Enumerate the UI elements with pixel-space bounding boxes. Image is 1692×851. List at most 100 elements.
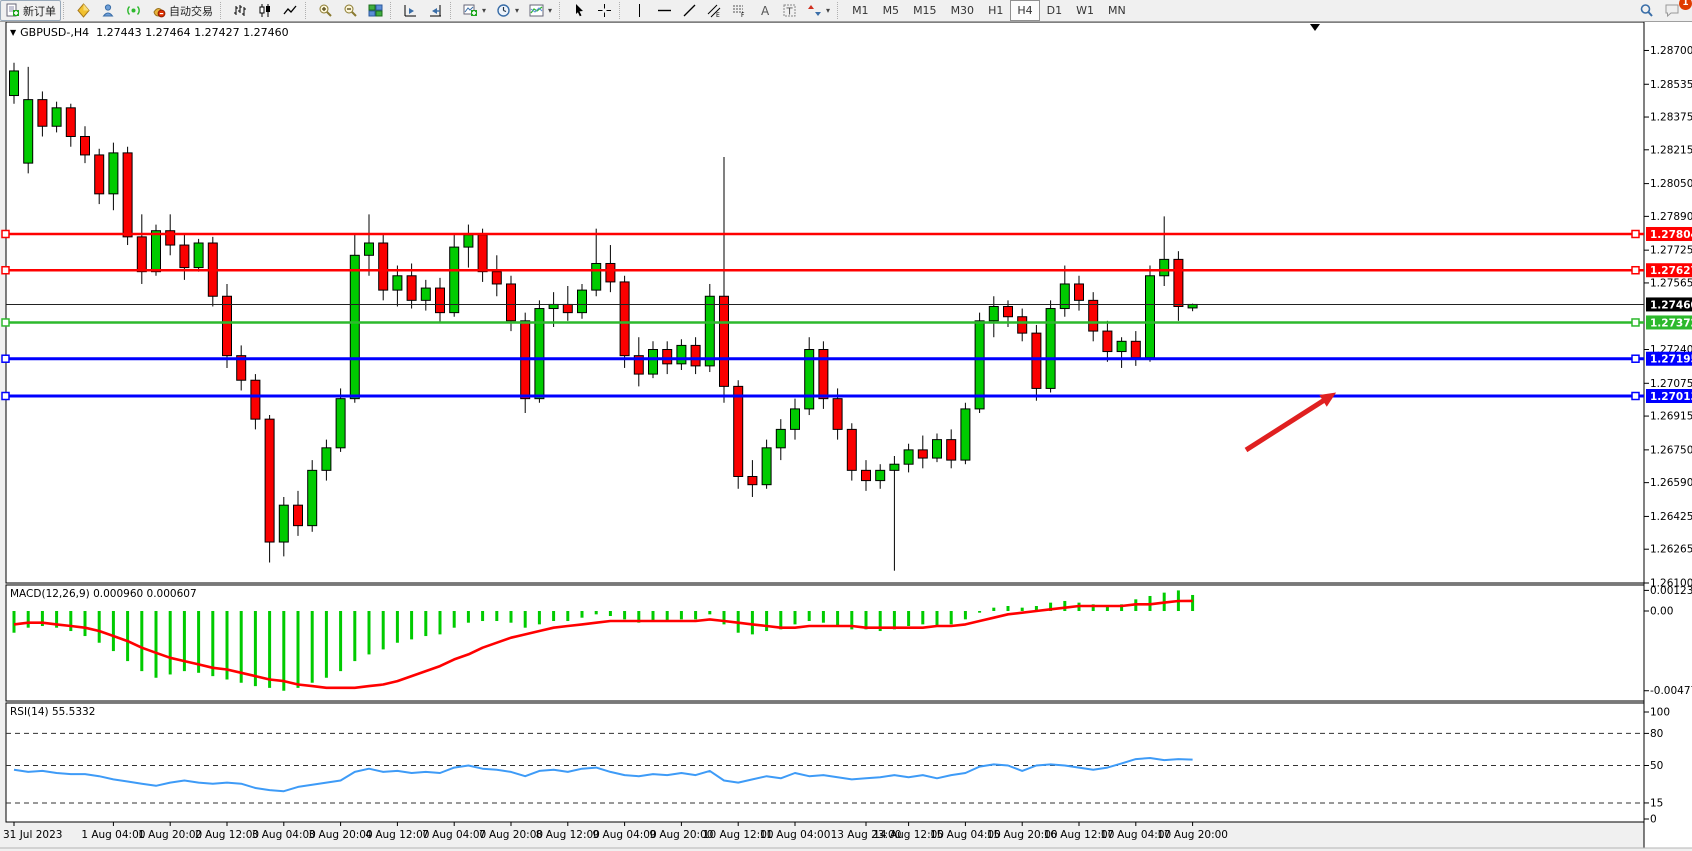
- timeframe-h4-button[interactable]: H4: [1010, 0, 1040, 21]
- bar-chart-button[interactable]: [228, 0, 253, 21]
- toolbar-separator: [619, 2, 625, 19]
- line-anchor[interactable]: [1631, 265, 1640, 275]
- price-tick-label: 1.26100: [1650, 578, 1692, 590]
- line-anchor[interactable]: [1631, 318, 1640, 327]
- timeframe-m30-button[interactable]: M30: [950, 4, 975, 17]
- line-anchor[interactable]: [1, 229, 10, 239]
- profile-button[interactable]: [96, 0, 121, 21]
- time-axis-label: 13 Aug 23:00: [831, 829, 902, 841]
- time-axis-label: 11 Aug 04:00: [760, 829, 831, 841]
- candle-body: [378, 242, 389, 291]
- timeframe-d1-button[interactable]: D1: [1046, 4, 1063, 17]
- bars-icon: [233, 3, 248, 18]
- toolbar-separator: [305, 2, 311, 19]
- rsi-tick-label: 80: [1650, 728, 1663, 740]
- trendline-button[interactable]: [677, 0, 702, 21]
- timeframe-m15-button[interactable]: M15: [913, 4, 937, 17]
- objects-button[interactable]: ▾: [802, 0, 835, 21]
- period-button[interactable]: ▾: [491, 0, 524, 21]
- candle-body: [1059, 283, 1070, 310]
- time-axis-label: 3 Aug 04:00: [252, 829, 316, 841]
- search-button[interactable]: [1634, 0, 1659, 21]
- line-anchor[interactable]: [1, 265, 10, 275]
- svg-text:F: F: [741, 12, 745, 18]
- rsi-tick-label: 15: [1650, 797, 1663, 809]
- time-marker-icon[interactable]: [1310, 24, 1320, 31]
- price-tick-label: 1.28215: [1650, 144, 1692, 156]
- tile-windows-button[interactable]: [363, 0, 388, 21]
- candle-body: [420, 287, 431, 301]
- candle-body: [676, 344, 687, 365]
- signals-button[interactable]: [121, 0, 146, 21]
- timeframe-w1-button[interactable]: W1: [1076, 4, 1094, 17]
- line-anchor[interactable]: [1, 354, 10, 363]
- template-button[interactable]: ▾: [524, 0, 557, 21]
- candle-body: [790, 408, 800, 430]
- line-anchor[interactable]: [1, 391, 10, 401]
- trend-arrow-object[interactable]: [1244, 396, 1328, 453]
- candlestick-button[interactable]: [253, 0, 278, 21]
- cursor-button[interactable]: [567, 0, 592, 21]
- line-icon: [283, 3, 298, 18]
- chart-shift-button[interactable]: [423, 0, 448, 21]
- vertical-line-button[interactable]: [627, 0, 652, 21]
- timeframe-m1-button[interactable]: M1: [852, 4, 869, 17]
- chevron-down-icon[interactable]: ▾: [826, 6, 831, 15]
- metaeditor-button[interactable]: [71, 0, 96, 21]
- candle-body: [733, 385, 744, 477]
- time-axis-label: 17 Aug 04:00: [1100, 829, 1171, 841]
- vline-icon: [632, 3, 647, 18]
- toolbar-separator: [450, 2, 456, 19]
- chevron-down-icon[interactable]: ▾: [548, 6, 553, 15]
- channel-icon: E: [707, 3, 722, 18]
- time-axis-label: 17 Aug 20:00: [1157, 829, 1228, 841]
- line-anchor[interactable]: [1631, 229, 1640, 239]
- line-anchor[interactable]: [1631, 354, 1640, 363]
- trend-arrow-head[interactable]: [1319, 392, 1337, 407]
- candle-body: [477, 234, 488, 273]
- line-anchor[interactable]: [1631, 391, 1640, 401]
- chevron-down-icon[interactable]: ▾: [482, 6, 487, 15]
- ohlc-low: 1.27427: [194, 26, 240, 39]
- autotrading-button[interactable]: 自动交易: [146, 0, 218, 21]
- ohlc-open: 1.27443: [96, 26, 142, 39]
- text-button[interactable]: A: [752, 0, 777, 21]
- candle-body: [648, 349, 658, 375]
- zoom-out-button[interactable]: [338, 0, 363, 21]
- timeframe-mn-button[interactable]: MN: [1107, 4, 1126, 17]
- fibonacci-button[interactable]: F: [727, 0, 752, 21]
- label-button[interactable]: T: [777, 0, 802, 21]
- crosshair-button[interactable]: [592, 0, 617, 21]
- candle-body: [605, 262, 616, 283]
- price-line-badge-label: 1.27804: [1650, 229, 1692, 241]
- axis-background: [1644, 22, 1692, 848]
- new-order-button[interactable]: 新订单: [0, 0, 61, 21]
- zoom-in-button[interactable]: [313, 0, 338, 21]
- horizontal-line-button[interactable]: [652, 0, 677, 21]
- chevron-down-icon[interactable]: ▾: [515, 6, 520, 15]
- autotrading-icon: [151, 3, 166, 18]
- candle-body: [264, 418, 275, 543]
- candle-body: [463, 234, 474, 248]
- timeframe-m5-button[interactable]: M5: [882, 4, 900, 17]
- line-anchor[interactable]: [1, 318, 10, 327]
- candle-body: [619, 281, 630, 357]
- diamond-yellow-icon: [76, 3, 91, 18]
- candle-body: [946, 439, 957, 461]
- new-chart-button[interactable]: ▾: [458, 0, 491, 21]
- price-tick-label: 1.27890: [1650, 211, 1692, 223]
- candle-body: [932, 439, 942, 459]
- candle-body: [974, 320, 985, 410]
- timeframe-h1-button[interactable]: H1: [988, 4, 1004, 17]
- time-axis-label: 3 Aug 20:00: [309, 829, 373, 841]
- toolbar-separator: [63, 2, 69, 19]
- time-axis-label: 15 Aug 20:00: [987, 829, 1058, 841]
- auto-scroll-button[interactable]: [398, 0, 423, 21]
- channel-button[interactable]: E: [702, 0, 727, 21]
- line-chart-button[interactable]: [278, 0, 303, 21]
- symbol-collapse-icon[interactable]: ▼: [10, 28, 17, 37]
- notifications-button[interactable]: 1: [1659, 0, 1692, 21]
- candle-body: [23, 99, 34, 164]
- zoom-in-icon: [318, 3, 333, 18]
- candle-body: [278, 504, 289, 543]
